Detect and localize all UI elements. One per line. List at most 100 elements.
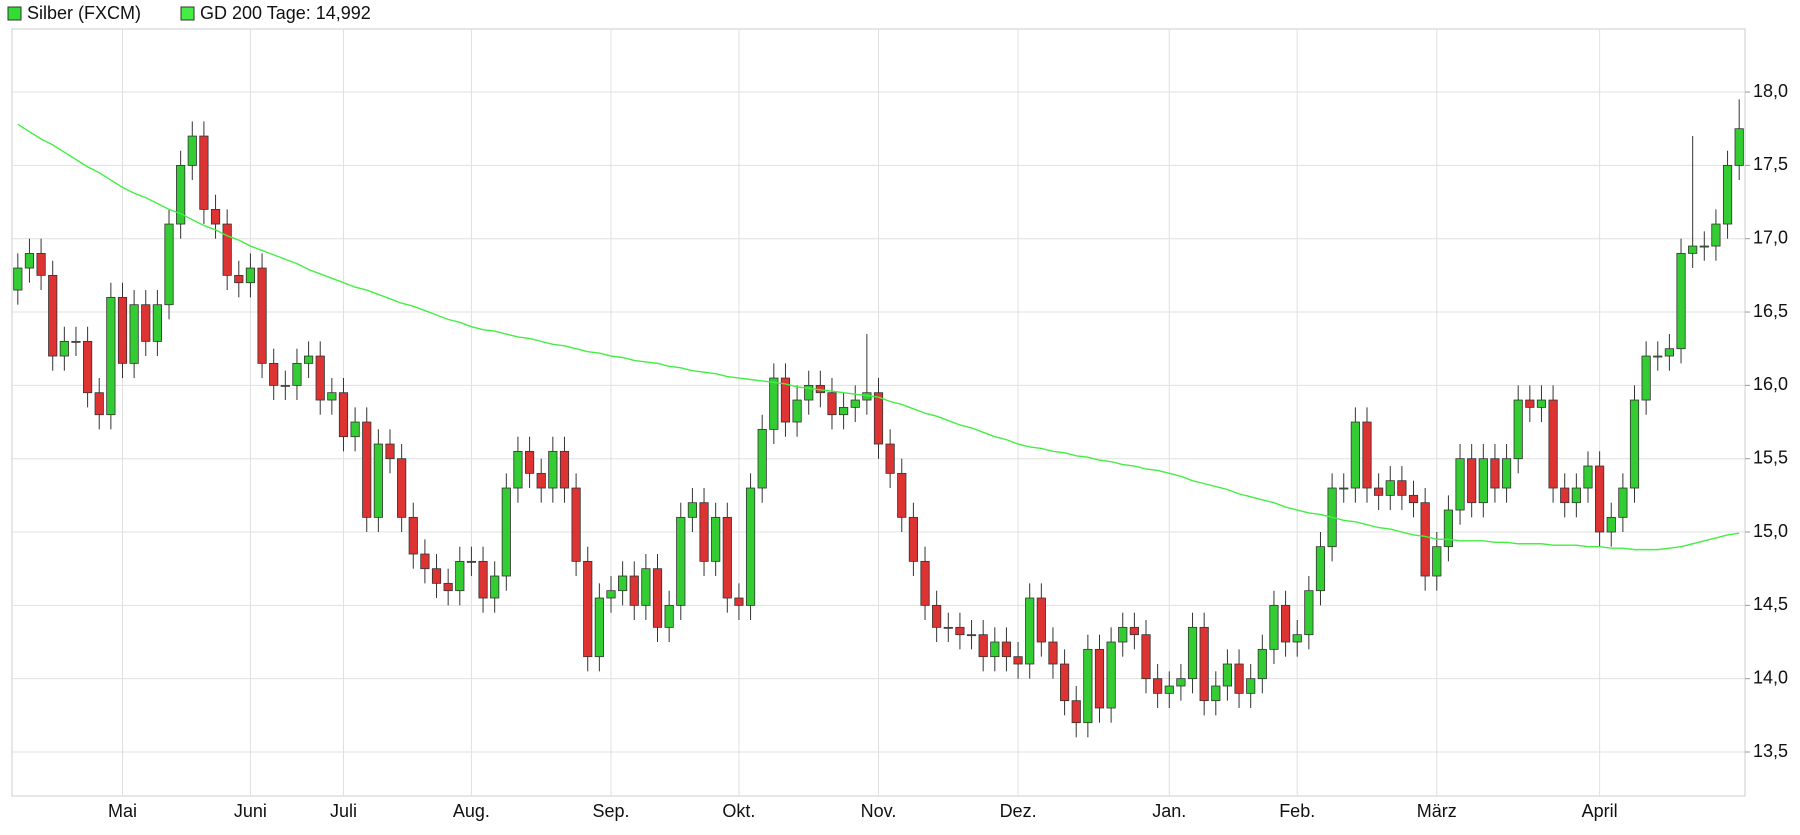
candle-body <box>292 362 302 386</box>
y-tick-label: 16,0 <box>1753 374 1788 394</box>
x-tick-label: Juni <box>234 801 267 821</box>
candle-body <box>1048 641 1058 665</box>
x-tick-label: März <box>1417 801 1457 821</box>
candle-body <box>48 274 58 357</box>
candle-body <box>745 487 756 606</box>
candle-body <box>932 604 942 628</box>
candle-body <box>478 560 488 599</box>
candle-body <box>1315 546 1326 592</box>
candle-body <box>1129 626 1139 636</box>
candle-body <box>1292 634 1302 643</box>
candle-body <box>1443 509 1453 548</box>
candle-body <box>1629 399 1640 489</box>
candle-body <box>1164 685 1174 694</box>
candle-body <box>990 641 1000 658</box>
candle-body <box>152 304 162 342</box>
candle-body <box>571 487 581 562</box>
candle-body <box>315 355 325 401</box>
x-tick-label: Jan. <box>1152 801 1186 821</box>
candle-body <box>141 304 151 342</box>
candle-body <box>955 626 965 636</box>
candle-body <box>199 135 209 210</box>
y-tick-label: 15,5 <box>1753 447 1788 467</box>
candle-body <box>1699 245 1709 248</box>
candle-body <box>1036 597 1046 643</box>
candle-body <box>1153 678 1163 694</box>
candle-body <box>304 355 314 364</box>
candle-body <box>164 223 174 306</box>
candle-body <box>978 634 988 658</box>
candle-body <box>629 575 639 606</box>
candle-body <box>501 487 511 577</box>
candle-body <box>664 604 674 628</box>
candle-body <box>443 582 453 592</box>
candle-body <box>1257 648 1267 680</box>
candle-body <box>1595 465 1605 533</box>
candle-body <box>1339 487 1349 490</box>
candle-body <box>1083 648 1093 724</box>
candle-body <box>908 516 918 562</box>
candle-body <box>1118 626 1128 643</box>
candle-body <box>106 296 116 416</box>
candle-body <box>559 450 570 489</box>
candle-body <box>513 450 523 489</box>
candle-body <box>1641 355 1651 401</box>
x-tick-label: Nov. <box>861 801 897 821</box>
candle-body <box>117 296 128 364</box>
candle-body <box>606 590 616 599</box>
candle-body <box>1501 458 1512 489</box>
x-tick-label: April <box>1582 801 1618 821</box>
candle-body <box>210 208 221 225</box>
candle-body <box>1560 487 1570 504</box>
candle-body <box>594 597 604 658</box>
candle-body <box>1094 648 1105 709</box>
candle-body <box>280 384 290 387</box>
candle-body <box>397 458 407 518</box>
candle-body <box>943 626 953 629</box>
candle-body <box>36 252 46 276</box>
candle-body <box>1304 590 1314 636</box>
x-tick-label: Sep. <box>592 801 629 821</box>
candle-body <box>1211 685 1221 702</box>
candle-body <box>187 135 197 166</box>
y-tick-label: 18,0 <box>1753 81 1788 101</box>
y-tick-label: 14,0 <box>1753 667 1788 687</box>
candle-body <box>839 406 849 416</box>
candle-body <box>1350 421 1360 489</box>
candle-body <box>1676 252 1686 350</box>
legend-label: Silber (FXCM) <box>27 3 141 23</box>
candle-body <box>1525 399 1535 408</box>
x-tick-label: Juli <box>330 801 357 821</box>
y-tick-label: 14,5 <box>1753 594 1788 614</box>
candle-body <box>1513 399 1523 460</box>
y-tick-label: 17,0 <box>1753 227 1788 247</box>
candle-body <box>548 450 558 489</box>
candle-body <box>1606 516 1616 533</box>
candle-body <box>338 392 349 438</box>
candle-body <box>1408 494 1419 504</box>
candle-body <box>1106 641 1116 709</box>
x-tick-label: Okt. <box>722 801 755 821</box>
candle-body <box>1490 458 1500 489</box>
candle-body <box>524 450 535 474</box>
candle-body <box>769 377 779 430</box>
candle-body <box>1397 480 1407 496</box>
candle-body <box>420 553 430 570</box>
candle-body <box>1536 399 1547 408</box>
candle-body <box>129 304 139 364</box>
candle-body <box>1280 604 1291 643</box>
candle-body <box>885 443 895 474</box>
x-tick-label: Mai <box>108 801 137 821</box>
candle-body <box>350 421 360 438</box>
candle-body <box>1362 421 1372 489</box>
candle-body <box>676 516 686 606</box>
moving-average-line <box>17 123 1740 551</box>
candle-body <box>176 164 186 225</box>
y-tick-label: 16,5 <box>1753 301 1788 321</box>
candle-body <box>1141 634 1151 680</box>
candle-body <box>641 568 651 606</box>
candle-body <box>699 502 709 562</box>
legend-label: GD 200 Tage: 14,992 <box>200 3 371 23</box>
candle-body <box>722 516 732 599</box>
